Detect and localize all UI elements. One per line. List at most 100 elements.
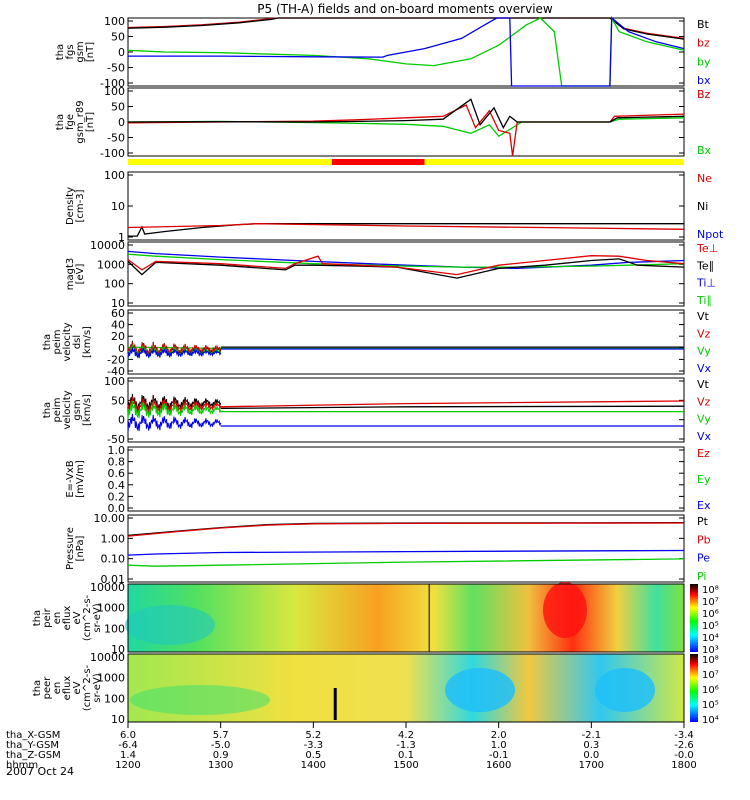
velocity-dsl-vx-burst <box>127 347 222 359</box>
legend-entry: Ti∥ <box>696 294 712 307</box>
ephemeris-value: 1600 <box>486 760 511 771</box>
ephemeris-value: 1.0 <box>491 740 507 751</box>
legend-entry: bx <box>697 74 711 87</box>
series-line-red <box>220 400 685 408</box>
panel-frame <box>127 171 685 241</box>
y-tick-label: 1.0 <box>108 444 126 457</box>
y-tick-label: 50 <box>111 31 125 44</box>
y-axis-label: eflux <box>62 606 73 631</box>
series-line-green <box>127 253 685 268</box>
y-axis-label: Density <box>65 187 76 225</box>
y-tick-label: 10000 <box>90 651 125 664</box>
quality-bar <box>128 159 684 165</box>
y-tick-label: 100 <box>104 692 125 705</box>
ephemeris-value: 0.1 <box>398 750 414 761</box>
y-tick-label: 50 <box>111 394 125 407</box>
legend-entry: Pb <box>697 533 711 546</box>
legend-entry: Vt <box>697 310 710 323</box>
legend-entry: bz <box>697 37 710 50</box>
velocity-gsm-vz-burst <box>127 396 222 416</box>
elec-spectrogram-cool-region-1 <box>445 668 515 712</box>
ephemeris-value: 1200 <box>115 760 140 771</box>
y-tick-label: 1.00 <box>101 532 126 545</box>
series-line-green <box>127 558 685 567</box>
y-axis-label: eflux <box>62 676 73 701</box>
y-axis-label: sr-eV) <box>92 603 103 632</box>
legend-entry: by <box>697 55 711 68</box>
y-axis-label: [mV/m] <box>75 460 86 498</box>
ephemeris-value: -3.3 <box>304 740 324 751</box>
y-tick-label: 0 <box>118 46 125 59</box>
y-axis-label: [km/s] <box>82 394 93 426</box>
y-tick-label: -50 <box>107 62 125 75</box>
panel-elec_spec: 10000 1000 100 10 tha peer en eflux eV (cm^2-s-sr… <box>32 651 684 726</box>
ephemeris-value: 1.4 <box>120 750 136 761</box>
y-tick-label: 100 <box>104 375 125 388</box>
y-tick-label: -100 <box>100 77 125 90</box>
panel-frame <box>127 241 685 307</box>
legend-entry: Ti⊥ <box>696 277 716 290</box>
y-tick-label: 0 <box>118 342 125 355</box>
series-line-blue <box>127 250 685 270</box>
elec-colorbar <box>690 654 698 722</box>
ephemeris-value: -6.4 <box>118 740 138 751</box>
y-axis-label: [nPa] <box>75 535 86 561</box>
quality-segment-yellow <box>424 159 684 165</box>
y-tick-label: 10 <box>111 643 125 656</box>
date-label: 2007 Oct 24 <box>6 765 74 778</box>
y-axis-label: velocity <box>62 322 73 361</box>
series-line-red <box>127 223 685 230</box>
y-tick-label: 100 <box>104 85 125 98</box>
ephemeris-value: 0.9 <box>213 750 229 761</box>
y-axis-label: (cm^2-s- <box>82 594 93 641</box>
series-line-green <box>127 15 685 87</box>
y-tick-label: 100 <box>104 622 125 635</box>
y-axis-label: tha <box>32 680 43 696</box>
y-tick-label: 100 <box>104 15 125 28</box>
colorbar-tick-label: 10⁶ <box>702 609 719 620</box>
legend-entry: Bx <box>697 144 712 157</box>
colorbar-tick-label: 10⁸ <box>702 585 719 596</box>
ion-spectrogram-frame <box>127 583 685 653</box>
legend-entry: Vz <box>697 327 711 340</box>
y-tick-label: -100 <box>100 147 125 160</box>
legend-entry: Ex <box>697 499 711 512</box>
y-axis-label: Pressure <box>65 527 76 570</box>
colorbar-tick-label: 10⁵ <box>702 700 719 711</box>
legend-entry: Ne <box>697 172 712 185</box>
y-tick-label: 10000 <box>90 581 125 594</box>
y-tick-label: 40 <box>111 319 125 332</box>
y-tick-label: 10 <box>111 200 125 213</box>
y-tick-label: 1 <box>118 231 125 244</box>
ephemeris-row-label: tha_Y-GSM <box>6 740 59 751</box>
y-axis-label: peer <box>42 676 53 700</box>
y-axis-label: [eV] <box>75 264 86 285</box>
ephemeris-value: 1700 <box>579 760 604 771</box>
y-tick-label: 1000 <box>97 258 125 271</box>
ephemeris-value: 0.3 <box>583 740 599 751</box>
series-line-red <box>127 17 685 40</box>
y-axis-label: [cm-3] <box>75 189 86 222</box>
y-axis-label: magt3 <box>65 258 76 291</box>
ephemeris-value: 1800 <box>671 760 696 771</box>
ephemeris-value: 6.0 <box>120 730 136 741</box>
ephemeris-value: -3.4 <box>674 730 694 741</box>
y-axis-label: E=-VxB <box>65 460 76 497</box>
y-axis-label: gsm_r89 <box>75 100 86 143</box>
ion-spectrogram-cool-region <box>125 605 215 645</box>
figure-title: P5 (TH-A) fields and on-board moments ov… <box>257 2 553 16</box>
ion-colorbar <box>690 584 698 652</box>
legend-entry: Bt <box>697 18 710 31</box>
y-axis-label: en <box>52 612 63 625</box>
ephemeris-row-label: hhmm <box>6 760 38 771</box>
ephemeris-row-label: tha_Z-GSM <box>6 750 61 761</box>
ion-spectrogram-fill <box>128 584 684 652</box>
ephemeris-value: 1400 <box>301 760 326 771</box>
colorbar-tick-label: 10⁴ <box>702 715 719 726</box>
ephemeris-table: tha_X-GSMtha_Y-GSMtha_Z-GSMhhmm6.0-6.41.… <box>6 722 697 771</box>
legend-entry: Vz <box>697 395 711 408</box>
colorbar-tick-label: 10⁴ <box>702 633 719 644</box>
y-tick-label: 0 <box>118 414 125 427</box>
